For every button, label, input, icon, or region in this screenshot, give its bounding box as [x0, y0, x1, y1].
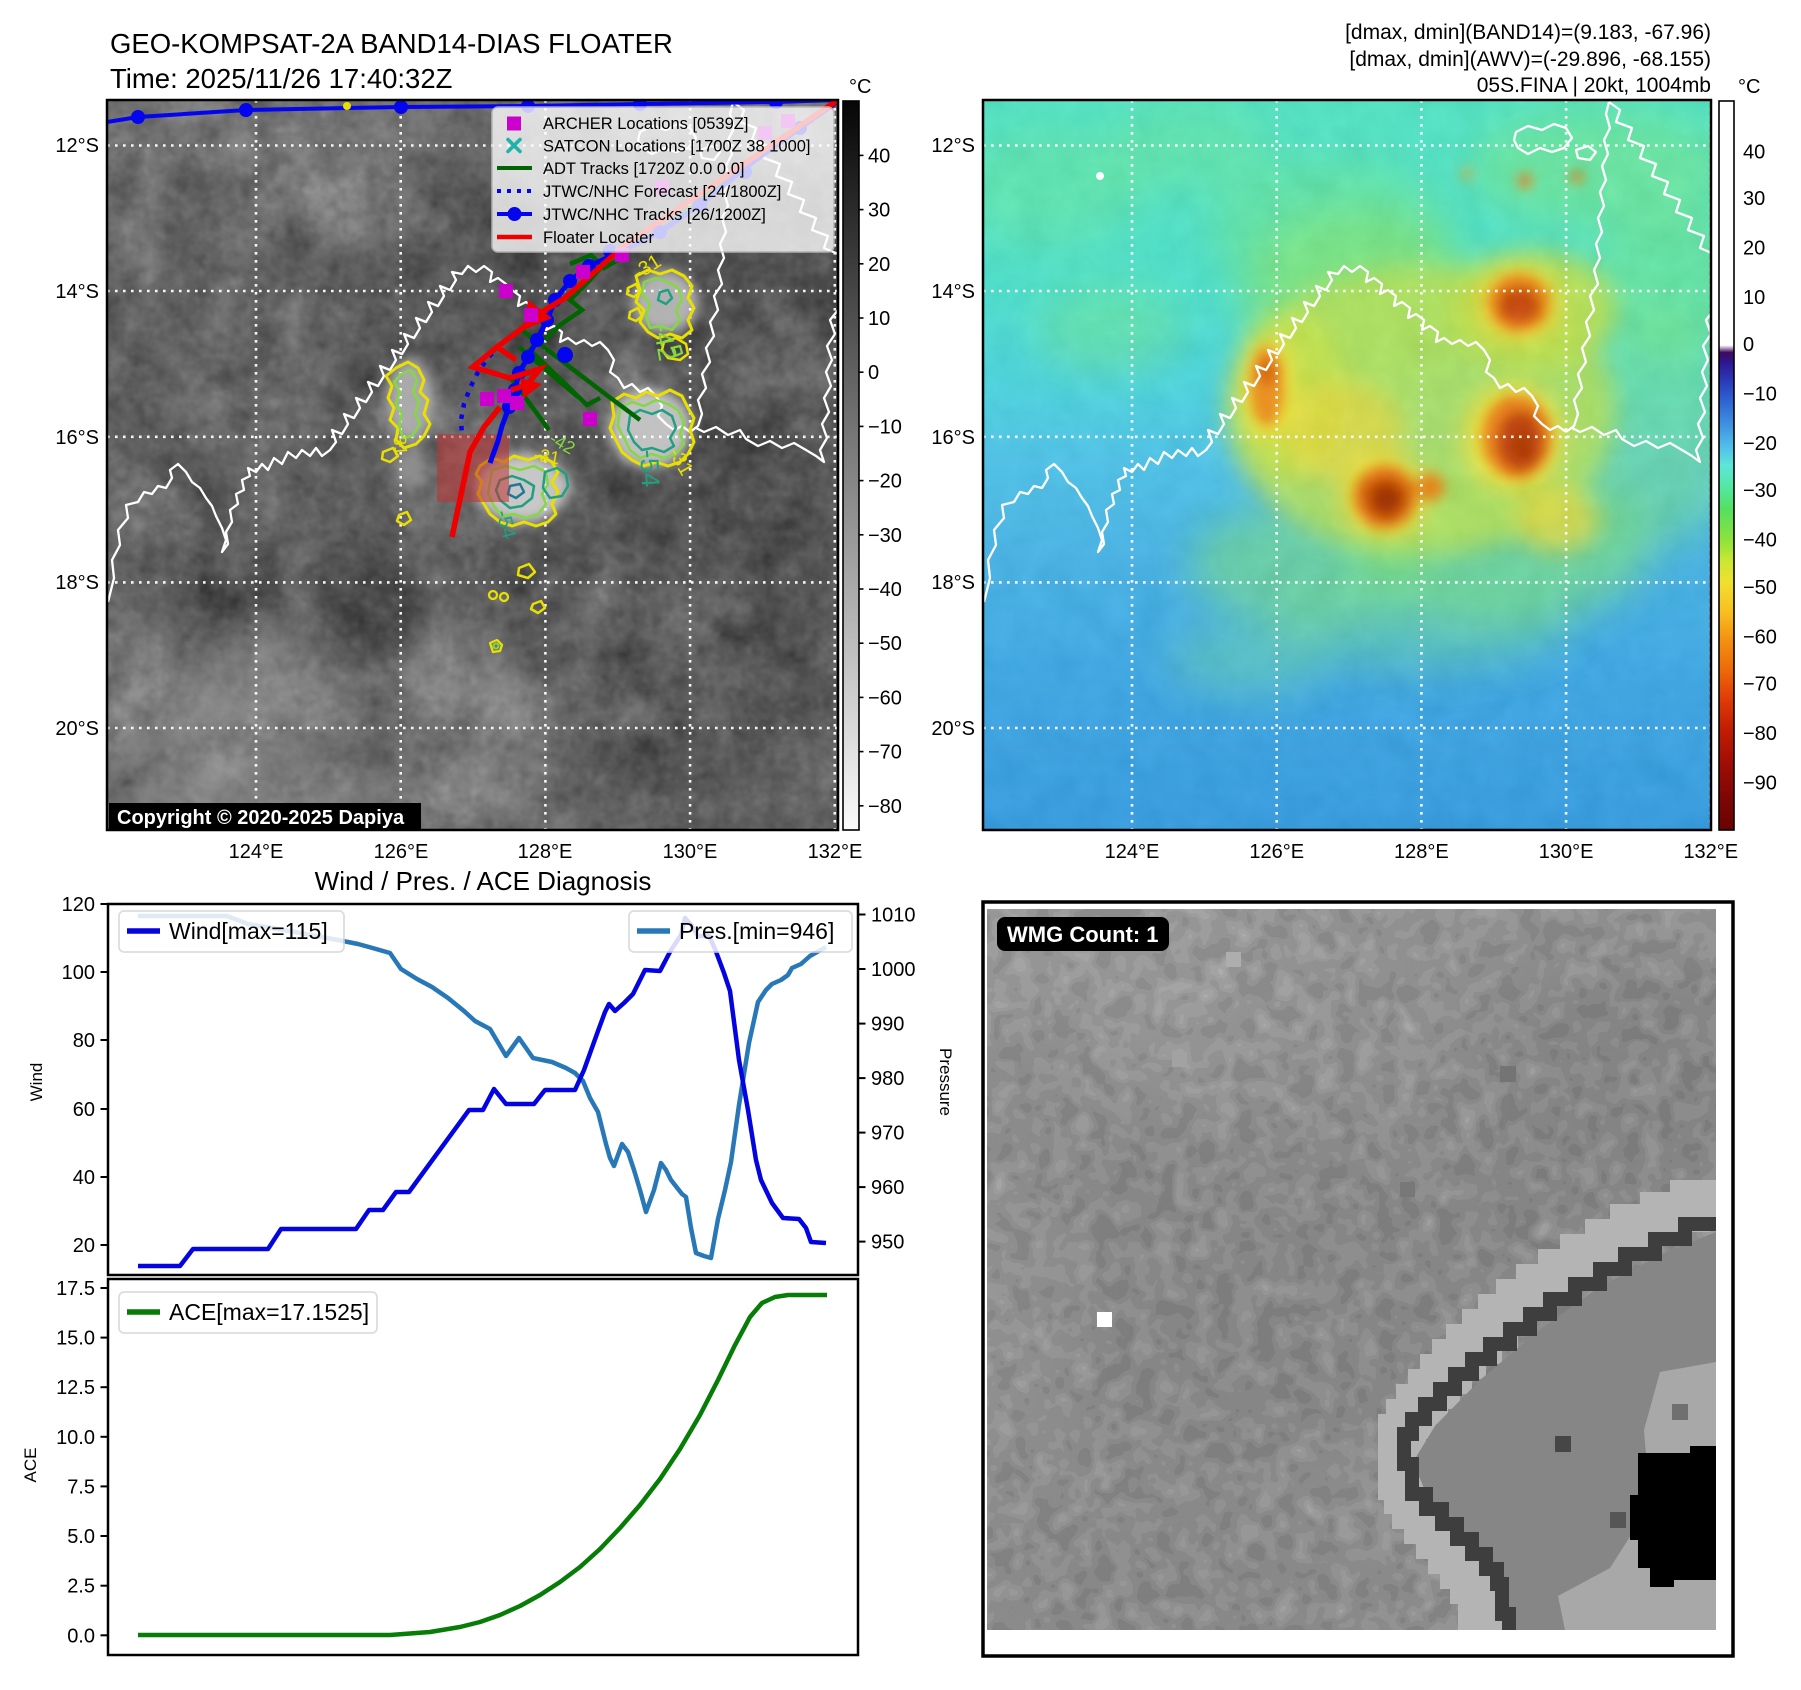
svg-text:40: 40 [73, 1167, 95, 1189]
svg-text:10: 10 [1743, 287, 1765, 309]
svg-text:1010: 1010 [871, 905, 916, 927]
svg-text:GEO-KOMPSAT-2A BAND14-DIAS FLO: GEO-KOMPSAT-2A BAND14-DIAS FLOATER [110, 28, 673, 59]
svg-text:126°E: 126°E [374, 841, 429, 863]
svg-text:−70: −70 [868, 742, 902, 764]
svg-text:124°E: 124°E [229, 841, 284, 863]
svg-text:−30: −30 [868, 525, 902, 547]
svg-text:0: 0 [868, 362, 879, 384]
svg-text:Pressure: Pressure [936, 1048, 955, 1116]
svg-text:14°S: 14°S [55, 281, 99, 303]
svg-text:°C: °C [1738, 76, 1760, 98]
svg-text:130°E: 130°E [663, 841, 718, 863]
svg-text:−10: −10 [1743, 384, 1777, 406]
svg-text:132°E: 132°E [1683, 841, 1738, 863]
svg-text:20°S: 20°S [55, 718, 99, 740]
svg-text:124°E: 124°E [1105, 841, 1160, 863]
svg-text:[dmax, dmin](BAND14)=(9.183, -: [dmax, dmin](BAND14)=(9.183, -67.96) [1345, 21, 1711, 44]
svg-text:120: 120 [62, 894, 95, 916]
svg-text:980: 980 [871, 1068, 904, 1090]
svg-text:80: 80 [73, 1030, 95, 1052]
svg-text:−50: −50 [868, 633, 902, 655]
svg-text:ADT Tracks [1720Z 0.0 0.0]: ADT Tracks [1720Z 0.0 0.0] [543, 160, 744, 178]
svg-text:JTWC/NHC Forecast [24/1800Z]: JTWC/NHC Forecast [24/1800Z] [543, 183, 781, 201]
svg-text:950: 950 [871, 1232, 904, 1254]
svg-text:130°E: 130°E [1539, 841, 1594, 863]
svg-text:40: 40 [1743, 142, 1765, 164]
svg-text:128°E: 128°E [1394, 841, 1449, 863]
svg-text:−50: −50 [1743, 577, 1777, 599]
svg-text:14°S: 14°S [931, 281, 975, 303]
svg-text:126°E: 126°E [1249, 841, 1304, 863]
svg-text:−20: −20 [868, 471, 902, 493]
svg-text:15.0: 15.0 [56, 1328, 95, 1350]
svg-text:Wind / Pres. / ACE Diagnosis: Wind / Pres. / ACE Diagnosis [315, 866, 652, 896]
svg-text:5.0: 5.0 [67, 1526, 95, 1548]
svg-text:7.5: 7.5 [67, 1476, 95, 1498]
svg-text:0: 0 [1743, 334, 1754, 356]
svg-text:10: 10 [868, 308, 890, 330]
svg-text:−70: −70 [1743, 674, 1777, 696]
svg-text:60: 60 [73, 1099, 95, 1121]
svg-text:40: 40 [868, 145, 890, 167]
svg-text:17.5: 17.5 [56, 1278, 95, 1300]
svg-text:−40: −40 [1743, 530, 1777, 552]
svg-text:18°S: 18°S [55, 572, 99, 594]
svg-text:-31: -31 [532, 444, 561, 468]
svg-text:Copyright © 2020-2025 Dapiya: Copyright © 2020-2025 Dapiya [117, 807, 405, 829]
svg-text:960: 960 [871, 1177, 904, 1199]
svg-text:12°S: 12°S [931, 135, 975, 157]
svg-text:ARCHER Locations [0539Z]: ARCHER Locations [0539Z] [543, 115, 748, 133]
svg-text:−40: −40 [868, 579, 902, 601]
svg-text:Pres.[min=946]: Pres.[min=946] [679, 918, 834, 944]
svg-text:128°E: 128°E [518, 841, 573, 863]
svg-text:SATCON Locations [1700Z 38 100: SATCON Locations [1700Z 38 1000] [543, 138, 811, 156]
svg-text:JTWC/NHC Tracks [26/1200Z]: JTWC/NHC Tracks [26/1200Z] [543, 206, 766, 224]
svg-text:−80: −80 [868, 796, 902, 818]
svg-text:970: 970 [871, 1123, 904, 1145]
svg-text:°C: °C [849, 76, 871, 98]
svg-text:−20: −20 [1743, 433, 1777, 455]
svg-text:100: 100 [62, 962, 95, 984]
svg-text:990: 990 [871, 1014, 904, 1036]
svg-text:18°S: 18°S [931, 572, 975, 594]
svg-text:16°S: 16°S [55, 427, 99, 449]
svg-text:05S.FINA | 20kt, 1004mb: 05S.FINA | 20kt, 1004mb [1477, 74, 1711, 97]
svg-text:20: 20 [868, 254, 890, 276]
svg-text:1000: 1000 [871, 959, 916, 981]
svg-text:−30: −30 [1743, 480, 1777, 502]
svg-text:12°S: 12°S [55, 135, 99, 157]
svg-text:Wind: Wind [27, 1063, 46, 1102]
svg-text:16°S: 16°S [931, 427, 975, 449]
svg-text:30: 30 [1743, 188, 1765, 210]
svg-text:Wind[max=115]: Wind[max=115] [169, 918, 328, 944]
svg-text:Floater Locater: Floater Locater [543, 229, 654, 247]
svg-text:30: 30 [868, 200, 890, 222]
svg-text:ACE[max=17.1525]: ACE[max=17.1525] [169, 1299, 369, 1325]
svg-text:−90: −90 [1743, 773, 1777, 795]
svg-text:12.5: 12.5 [56, 1377, 95, 1399]
svg-text:20: 20 [1743, 237, 1765, 259]
svg-text:-54: -54 [634, 449, 666, 488]
svg-text:−60: −60 [868, 687, 902, 709]
svg-text:WMG Count: 1: WMG Count: 1 [1007, 922, 1159, 947]
svg-text:ACE: ACE [21, 1448, 40, 1483]
svg-text:−60: −60 [1743, 626, 1777, 648]
svg-text:2.5: 2.5 [67, 1576, 95, 1598]
svg-text:-42: -42 [647, 321, 683, 363]
svg-text:−80: −80 [1743, 723, 1777, 745]
svg-text:10.0: 10.0 [56, 1427, 95, 1449]
svg-text:−10: −10 [868, 416, 902, 438]
svg-text:20: 20 [73, 1235, 95, 1257]
svg-text:20°S: 20°S [931, 718, 975, 740]
svg-text:132°E: 132°E [808, 841, 863, 863]
svg-text:[dmax, dmin](AWV)=(-29.896, -6: [dmax, dmin](AWV)=(-29.896, -68.155) [1349, 48, 1711, 71]
svg-text:-31: -31 [389, 429, 411, 457]
svg-text:0.0: 0.0 [67, 1625, 95, 1647]
svg-text:Time: 2025/11/26 17:40:32Z: Time: 2025/11/26 17:40:32Z [110, 63, 452, 94]
